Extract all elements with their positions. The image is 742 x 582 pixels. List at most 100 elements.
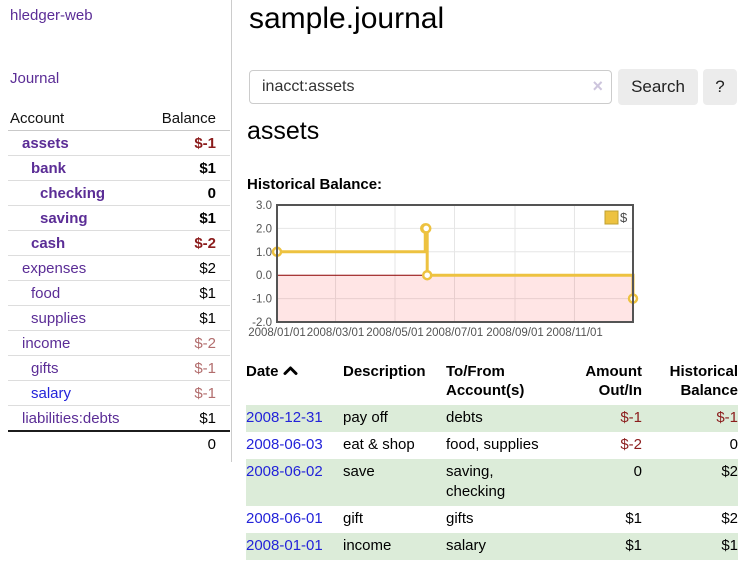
date-cell: 2008-06-01 [246, 506, 343, 533]
account-balance: 0 [207, 184, 216, 202]
description-cell: eat & shop [343, 436, 415, 453]
register-row: 2008-06-03 eat & shop food, supplies $-2 0 [246, 432, 738, 459]
transaction-date-link[interactable]: 2008-01-01 [246, 537, 323, 554]
balance-cell: 0 [729, 436, 738, 453]
account-balance: $2 [199, 259, 216, 277]
transaction-date-link[interactable]: 2008-06-03 [246, 436, 323, 453]
account-link[interactable]: supplies [31, 309, 87, 327]
account-balance: $-1 [194, 359, 216, 377]
svg-text:2008/03/01: 2008/03/01 [307, 327, 365, 339]
accounts-cell: salary [446, 537, 487, 554]
date-cell: 2008-01-01 [246, 533, 343, 560]
balance-cell: $-1 [716, 409, 738, 426]
svg-text:$: $ [620, 210, 628, 225]
account-link[interactable]: saving [40, 209, 88, 227]
sidebar-account-rows: assets $-1 bank $1 checking 0 saving $1 cash $-2 e… [8, 131, 230, 430]
clear-search-icon[interactable]: × [592, 76, 603, 96]
sort-ascending-icon [283, 366, 298, 375]
account-link[interactable]: income [22, 334, 71, 352]
description-cell: gift [343, 510, 364, 527]
account-balance: $1 [199, 309, 216, 327]
svg-text:0.0: 0.0 [256, 270, 272, 282]
transaction-date-link[interactable]: 2008-06-01 [246, 510, 323, 527]
account-heading: assets [247, 117, 320, 145]
description-cell: pay off [343, 409, 388, 426]
transaction-date-link[interactable]: 2008-06-02 [246, 463, 323, 480]
account-balance: $-1 [194, 384, 216, 402]
search-bar: × [249, 70, 612, 104]
account-link[interactable]: bank [31, 159, 67, 177]
svg-text:1.0: 1.0 [256, 247, 272, 259]
accounts-table-header: Account Balance [8, 106, 230, 131]
svg-text:2008/05/01: 2008/05/01 [366, 327, 424, 339]
balance-cell: $1 [721, 537, 738, 554]
register-table: Date Description To/From Account(s) Amou… [246, 360, 738, 560]
account-row: food $1 [8, 281, 230, 306]
accounts-table: Account Balance assets $-1 bank $1 checking 0… [8, 106, 230, 456]
account-column-header: Account [10, 109, 65, 127]
account-link[interactable]: expenses [22, 259, 87, 277]
app-brand-link[interactable]: hledger-web [10, 7, 93, 24]
register-header-row: Date Description To/From Account(s) Amou… [246, 360, 738, 405]
account-row: gifts $-1 [8, 356, 230, 381]
amount-cell: $1 [625, 537, 642, 554]
account-row: liabilities:debts $1 [8, 406, 230, 430]
account-row: checking 0 [8, 181, 230, 206]
account-link[interactable]: checking [40, 184, 106, 202]
account-row: expenses $2 [8, 256, 230, 281]
date-cell: 2008-12-31 [246, 405, 343, 432]
accounts-total-row: 0 [8, 430, 230, 456]
search-input[interactable] [249, 70, 612, 104]
amount-cell: $-1 [620, 409, 642, 426]
date-cell: 2008-06-02 [246, 459, 343, 506]
account-balance: $-2 [194, 334, 216, 352]
account-link[interactable]: food [31, 284, 61, 302]
date-column-header[interactable]: Date [246, 360, 343, 405]
svg-text:2008/11/01: 2008/11/01 [546, 327, 603, 339]
transaction-date-link[interactable]: 2008-12-31 [246, 409, 323, 426]
description-cell: save [343, 463, 375, 480]
svg-text:3.0: 3.0 [256, 200, 272, 212]
search-button[interactable]: Search [618, 69, 698, 105]
page-title: sample.journal [249, 2, 445, 35]
historical-balance-column-header: Historical Balance [669, 363, 738, 399]
account-balance: $1 [199, 284, 216, 302]
account-link[interactable]: liabilities:debts [22, 409, 120, 427]
account-row: supplies $1 [8, 306, 230, 331]
register-row: 2008-12-31 pay off debts $-1 $-1 [246, 405, 738, 432]
account-balance: $1 [199, 209, 216, 227]
svg-text:-2.0: -2.0 [252, 317, 272, 329]
register-row: 2008-01-01 income salary $1 $1 [246, 533, 738, 560]
account-link[interactable]: gifts [31, 359, 59, 377]
accounts-cell: food, supplies [446, 436, 539, 453]
account-row: saving $1 [8, 206, 230, 231]
amount-column-header: Amount Out/In [585, 363, 642, 399]
account-link[interactable]: assets [22, 134, 69, 152]
help-button[interactable]: ? [703, 69, 737, 105]
account-row: cash $-2 [8, 231, 230, 256]
account-balance: $1 [199, 409, 216, 427]
amount-cell: $1 [625, 510, 642, 527]
account-link[interactable]: cash [31, 234, 66, 252]
accounts-cell: gifts [446, 510, 474, 527]
description-cell: income [343, 537, 392, 554]
account-link[interactable]: salary [31, 384, 72, 402]
chart-title: Historical Balance: [247, 176, 383, 193]
accounts-cell: debts [446, 409, 483, 426]
svg-text:2008/01/01: 2008/01/01 [248, 327, 306, 339]
accounts-column-header: To/From Account(s) [446, 363, 525, 399]
sidebar: hledger-web Journal Account Balance asse… [0, 0, 232, 462]
account-balance: $-2 [194, 234, 216, 252]
balance-cell: $2 [721, 510, 738, 527]
total-balance: 0 [207, 435, 216, 453]
register-row: 2008-06-02 save saving, checking 0 $2 [246, 459, 738, 506]
account-balance: $1 [199, 159, 216, 177]
sidebar-item-journal[interactable]: Journal [10, 70, 60, 87]
amount-cell: $-2 [620, 436, 642, 453]
balance-cell: $2 [721, 463, 738, 480]
svg-text:2.0: 2.0 [256, 223, 272, 235]
svg-text:-1.0: -1.0 [252, 294, 272, 306]
account-row: bank $1 [8, 156, 230, 181]
amount-cell: 0 [633, 463, 642, 480]
